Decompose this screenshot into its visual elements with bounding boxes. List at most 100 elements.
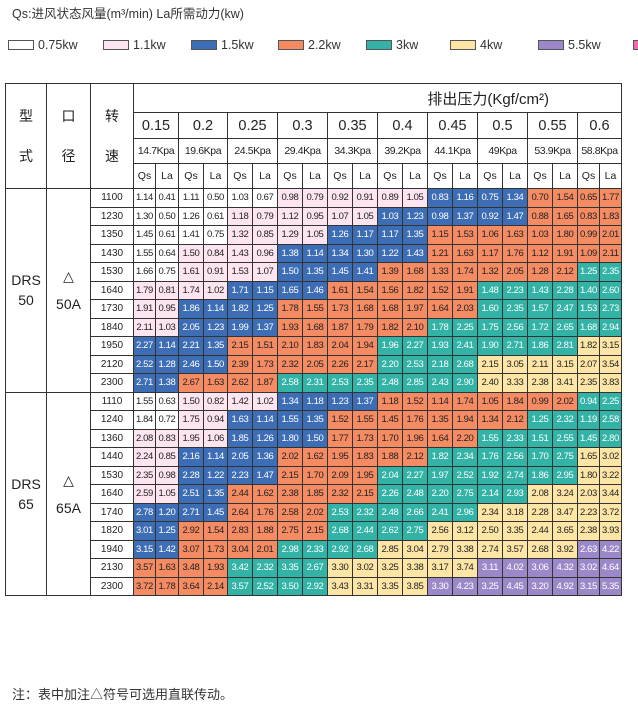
qs-value: 1.09	[577, 243, 600, 263]
qs-value: 3.20	[527, 576, 553, 596]
legend-label: 3kw	[396, 38, 419, 52]
qs-value: 1.92	[477, 465, 503, 485]
kpa-header: 58.8Kpa	[577, 138, 622, 164]
la-value: 1.46	[302, 280, 328, 300]
la-value: 2.73	[599, 299, 622, 319]
legend-swatch	[191, 40, 217, 50]
la-value: 3.38	[402, 558, 428, 578]
qs-value: 1.35	[427, 410, 453, 430]
qs-value: 2.58	[277, 502, 303, 522]
la-value: 1.23	[203, 317, 228, 337]
la-header: La	[402, 163, 428, 189]
qs-value: 0.89	[377, 188, 403, 208]
la-value: 1.65	[552, 206, 578, 226]
la-value: 1.41	[352, 262, 378, 282]
qs-value: 2.15	[477, 354, 503, 374]
qs-value: 0.92	[327, 188, 353, 208]
kpa-header: 14.7Kpa	[133, 138, 179, 164]
qs-header: Qs	[527, 163, 553, 189]
qs-value: 1.30	[133, 206, 156, 226]
la-value: 1.14	[155, 336, 179, 356]
qs-value: 3.17	[427, 558, 453, 578]
qs-value: 2.58	[277, 373, 303, 393]
qs-value: 1.55	[133, 391, 156, 411]
la-value: 0.79	[252, 206, 278, 226]
qs-value: 1.86	[527, 336, 553, 356]
qs-value: 1.76	[477, 447, 503, 467]
la-value: 1.52	[402, 391, 428, 411]
la-value: 1.63	[502, 225, 528, 245]
qs-value: 2.85	[377, 539, 403, 559]
la-value: 1.85	[302, 484, 328, 504]
la-value: 2.52	[252, 576, 278, 596]
la-value: 0.72	[155, 410, 179, 430]
la-value: 4.02	[502, 558, 528, 578]
la-value: 1.35	[302, 262, 328, 282]
kpa-header: 34.3Kpa	[327, 138, 378, 164]
kpa-header: 29.4Kpa	[277, 138, 328, 164]
qs-value: 1.45	[577, 428, 600, 448]
table-row: 2130 3.57 1.63 3.48 1.93 3.42 2.32 3.35 2.67 3.30…	[6, 558, 622, 578]
table-row: 1940 3.15 1.42 3.07 1.73 3.04 2.01 2.98 2.33 2.92…	[6, 539, 622, 559]
la-value: 1.73	[203, 539, 228, 559]
header-port-line2: 径	[61, 148, 76, 164]
la-value: 1.63	[155, 558, 179, 578]
qs-value: 3.72	[133, 576, 156, 596]
qs-value: 1.34	[477, 410, 503, 430]
la-value: 1.05	[402, 188, 428, 208]
la-value: 0.95	[155, 299, 179, 319]
la-value: 0.50	[203, 188, 228, 208]
qs-value: 1.53	[227, 262, 253, 282]
qs-value: 2.35	[133, 465, 156, 485]
la-value: 3.15	[599, 336, 622, 356]
qs-value: 0.83	[427, 188, 453, 208]
la-value: 3.12	[452, 521, 478, 541]
table-row: 1950 2.27 1.14 2.21 1.35 2.15 1.51 2.10 1.83 2.04…	[6, 336, 622, 356]
la-value: 2.68	[452, 354, 478, 374]
direct-drive-mark: △	[63, 471, 74, 488]
qs-value: 3.35	[277, 558, 303, 578]
la-value: 1.94	[352, 336, 378, 356]
performance-table: 型 式 口 径 转 速 排出压力(Kgf/cm²) 0.15 0.2 0.25 0.3…	[5, 83, 622, 596]
la-value: 1.05	[155, 484, 179, 504]
la-value: 2.32	[352, 502, 378, 522]
model-cell: DRS 65	[5, 391, 47, 596]
legend-swatch	[633, 40, 638, 50]
la-value: 0.63	[155, 391, 179, 411]
qs-value: 3.50	[277, 576, 303, 596]
la-value: 2.23	[502, 280, 528, 300]
pressure-header: 0.5	[477, 112, 528, 139]
qs-value: 1.95	[327, 447, 353, 467]
qs-value: 1.43	[227, 243, 253, 263]
qs-value: 2.09	[327, 465, 353, 485]
la-value: 2.31	[302, 373, 328, 393]
qs-value: 2.04	[327, 336, 353, 356]
rpm-cell: 1740	[90, 502, 134, 522]
qs-value: 2.53	[327, 502, 353, 522]
la-value: 1.22	[203, 465, 228, 485]
la-value: 0.61	[203, 206, 228, 226]
header-type: 型 式	[5, 83, 47, 189]
qs-value: 2.79	[427, 539, 453, 559]
la-value: 1.68	[302, 317, 328, 337]
la-value: 2.27	[402, 336, 428, 356]
qs-value: 1.50	[178, 243, 204, 263]
qs-value: 1.12	[527, 243, 553, 263]
la-value: 2.55	[552, 428, 578, 448]
la-value: 2.52	[452, 465, 478, 485]
qs-value: 1.18	[227, 206, 253, 226]
qs-value: 2.38	[577, 521, 600, 541]
la-value: 2.41	[452, 336, 478, 356]
qs-value: 1.78	[427, 317, 453, 337]
la-value: 1.63	[452, 243, 478, 263]
la-value: 2.33	[502, 428, 528, 448]
la-value: 1.35	[203, 484, 228, 504]
qs-value: 0.99	[527, 391, 553, 411]
la-value: 0.82	[203, 391, 228, 411]
qs-value: 3.30	[427, 576, 453, 596]
pressure-header: 0.2	[178, 112, 228, 139]
rpm-cell: 1360	[90, 428, 134, 448]
qs-value: 1.25	[527, 410, 553, 430]
la-value: 2.53	[402, 354, 428, 374]
table-row: 2300 3.72 1.78 3.64 2.14 3.57 2.52 3.50 2.92 3.43…	[6, 576, 622, 596]
